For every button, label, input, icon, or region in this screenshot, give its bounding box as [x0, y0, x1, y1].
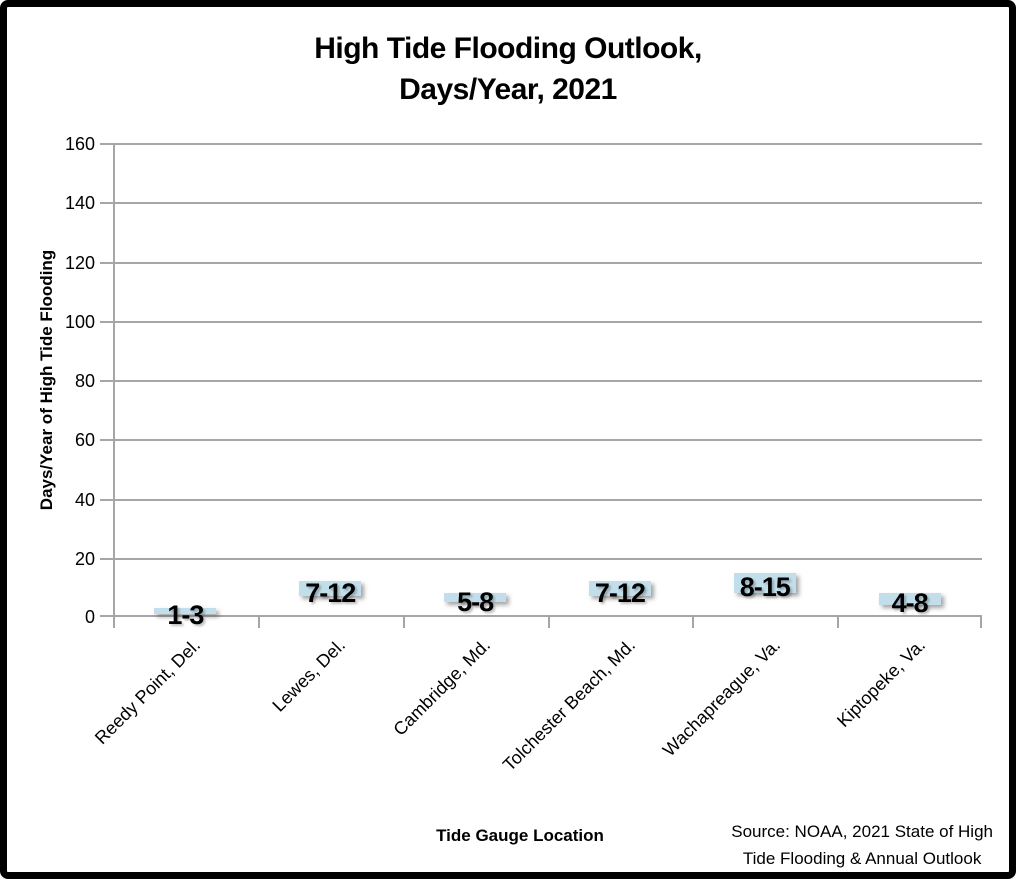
x-axis-tick [548, 617, 550, 628]
gridline [113, 143, 982, 145]
gridline [113, 261, 982, 264]
y-tick-label: 100 [64, 311, 95, 332]
bar-data-label: 5-8 [457, 586, 494, 617]
y-axis-tick [100, 202, 113, 205]
y-axis-tick [100, 143, 113, 145]
range-bar [733, 572, 796, 594]
source-note-line1: Source: NOAA, 2021 State of High [731, 822, 993, 841]
y-tick-label: 0 [84, 607, 95, 627]
source-note: Source: NOAA, 2021 State of High Tide Fl… [731, 818, 993, 872]
range-bar [154, 608, 217, 615]
range-bar [878, 593, 941, 606]
y-axis-tick [100, 261, 113, 264]
y-axis-tick [100, 498, 113, 501]
range-bar [299, 581, 362, 597]
source-note-line2: Tide Flooding & Annual Outlook [742, 849, 982, 868]
bar-data-label: 7-12 [305, 577, 356, 608]
y-tick-label: 120 [64, 252, 95, 273]
bar-data-label: 4-8 [891, 588, 929, 619]
bar-data-label: 7-12 [594, 577, 646, 608]
plot-area: 0 20 40 60 80 100 120 140 160 1-3 7-12 5-8 7-12 8-15 4… [65, 134, 982, 775]
y-axis-tick [100, 439, 113, 442]
gridline [113, 320, 982, 323]
gridline [113, 557, 982, 560]
x-axis-tick [403, 617, 405, 628]
y-tick-label: 80 [74, 371, 95, 391]
y-axis-line [113, 143, 115, 619]
x-axis-line [113, 615, 982, 617]
chart-title-line2: Days/Year, 2021 [399, 73, 617, 106]
bar-data-label: 8-15 [739, 571, 791, 602]
range-bar [444, 593, 507, 603]
x-axis-tick [980, 617, 982, 628]
x-axis-tick [837, 617, 839, 628]
chart-title: High Tide Flooding Outlook, Days/Year, 2… [7, 28, 1009, 110]
range-bar [588, 581, 651, 597]
x-axis-tick [258, 617, 260, 628]
x-axis-tick [113, 617, 115, 628]
gridline [113, 498, 982, 501]
y-axis-tick [100, 615, 113, 617]
gridline [113, 380, 982, 382]
bar-data-label: 1-3 [167, 600, 204, 631]
x-axis-tick [692, 617, 694, 628]
y-tick-label: 60 [74, 430, 95, 451]
y-axis-tick [100, 320, 113, 323]
y-axis-tick [100, 380, 113, 382]
y-tick-label: 160 [64, 134, 95, 154]
y-tick-label: 20 [74, 548, 95, 569]
gridline [113, 202, 982, 205]
y-tick-label: 40 [74, 489, 95, 510]
gridline [113, 439, 982, 442]
y-axis-tick [100, 557, 113, 560]
y-tick-label: 140 [64, 193, 95, 214]
chart-title-line1: High Tide Flooding Outlook, [314, 32, 702, 65]
x-axis-title: Tide Gauge Location [436, 826, 604, 845]
